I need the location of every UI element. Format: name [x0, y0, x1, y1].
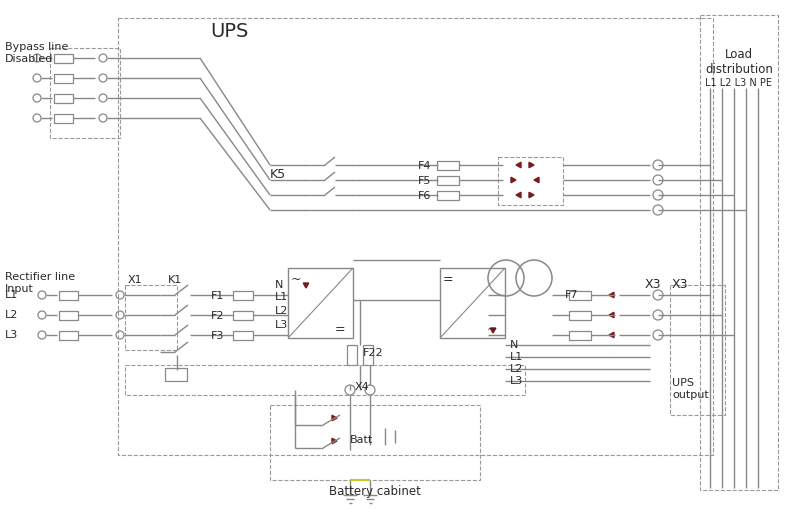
Bar [498, 157, 563, 205]
Text: UPS: UPS [210, 22, 248, 41]
Text: L3: L3 [510, 376, 524, 386]
Polygon shape [534, 177, 539, 183]
Bar [569, 330, 591, 340]
Bar [437, 176, 459, 184]
Text: Battery cabinet: Battery cabinet [329, 485, 421, 498]
Bar [125, 365, 525, 395]
Text: L2: L2 [5, 310, 18, 320]
Text: N: N [510, 340, 518, 350]
Text: L1: L1 [510, 352, 524, 362]
Bar [670, 285, 725, 415]
Bar [363, 345, 373, 365]
Text: X1: X1 [128, 275, 142, 285]
Bar [59, 291, 78, 299]
Text: X3: X3 [645, 278, 661, 291]
Text: X3: X3 [672, 278, 688, 291]
Text: F5: F5 [418, 176, 431, 186]
Bar [347, 345, 357, 365]
Text: F4: F4 [418, 161, 432, 171]
Bar [54, 114, 73, 123]
Text: F1: F1 [211, 291, 225, 301]
Bar [233, 330, 253, 340]
Polygon shape [609, 332, 614, 338]
Polygon shape [609, 312, 614, 318]
Text: L3: L3 [275, 320, 288, 330]
Bar [437, 190, 459, 200]
Bar [569, 310, 591, 320]
Bar [270, 405, 480, 480]
Text: F6: F6 [418, 191, 431, 201]
Text: Load
distribution: Load distribution [705, 48, 773, 76]
Polygon shape [529, 192, 534, 198]
Bar [118, 18, 713, 455]
Text: K1: K1 [168, 275, 182, 285]
Text: K5: K5 [270, 168, 286, 181]
Bar [59, 310, 78, 320]
Text: Rectifier line
Input: Rectifier line Input [5, 272, 75, 294]
Text: L2: L2 [275, 306, 289, 316]
Text: F22: F22 [363, 348, 384, 358]
Polygon shape [516, 192, 521, 198]
Bar [54, 73, 73, 82]
Text: Bypass line
Disabled: Bypass line Disabled [5, 42, 68, 64]
Text: F2: F2 [211, 311, 225, 321]
Text: UPS
output: UPS output [672, 378, 709, 400]
Polygon shape [609, 292, 614, 298]
Bar [437, 160, 459, 169]
Text: X4: X4 [355, 382, 369, 392]
Bar [233, 291, 253, 299]
Text: N: N [275, 280, 283, 290]
Bar [59, 330, 78, 340]
Bar [125, 285, 177, 350]
Text: F7: F7 [565, 290, 578, 300]
Bar [50, 48, 120, 138]
Text: =: = [443, 273, 453, 286]
Text: L2: L2 [510, 364, 524, 374]
Polygon shape [529, 162, 534, 168]
Bar [440, 268, 505, 338]
Bar [233, 310, 253, 320]
Bar [569, 291, 591, 299]
Bar [165, 368, 187, 381]
Polygon shape [516, 162, 521, 168]
Polygon shape [332, 415, 337, 421]
Text: ~: ~ [291, 273, 301, 286]
Text: L1: L1 [5, 290, 18, 300]
Polygon shape [332, 438, 337, 444]
Bar [54, 94, 73, 102]
Polygon shape [490, 328, 496, 333]
Text: L3: L3 [5, 330, 18, 340]
Bar [288, 268, 353, 338]
Bar [700, 15, 778, 490]
Text: Batt: Batt [350, 435, 373, 445]
Text: F3: F3 [211, 331, 225, 341]
Polygon shape [511, 177, 516, 183]
Text: L1: L1 [275, 292, 288, 302]
Text: L1 L2 L3 N PE: L1 L2 L3 N PE [705, 78, 772, 88]
Bar [54, 53, 73, 63]
Text: ~: ~ [487, 323, 498, 336]
Text: =: = [335, 323, 346, 336]
Polygon shape [303, 283, 308, 288]
